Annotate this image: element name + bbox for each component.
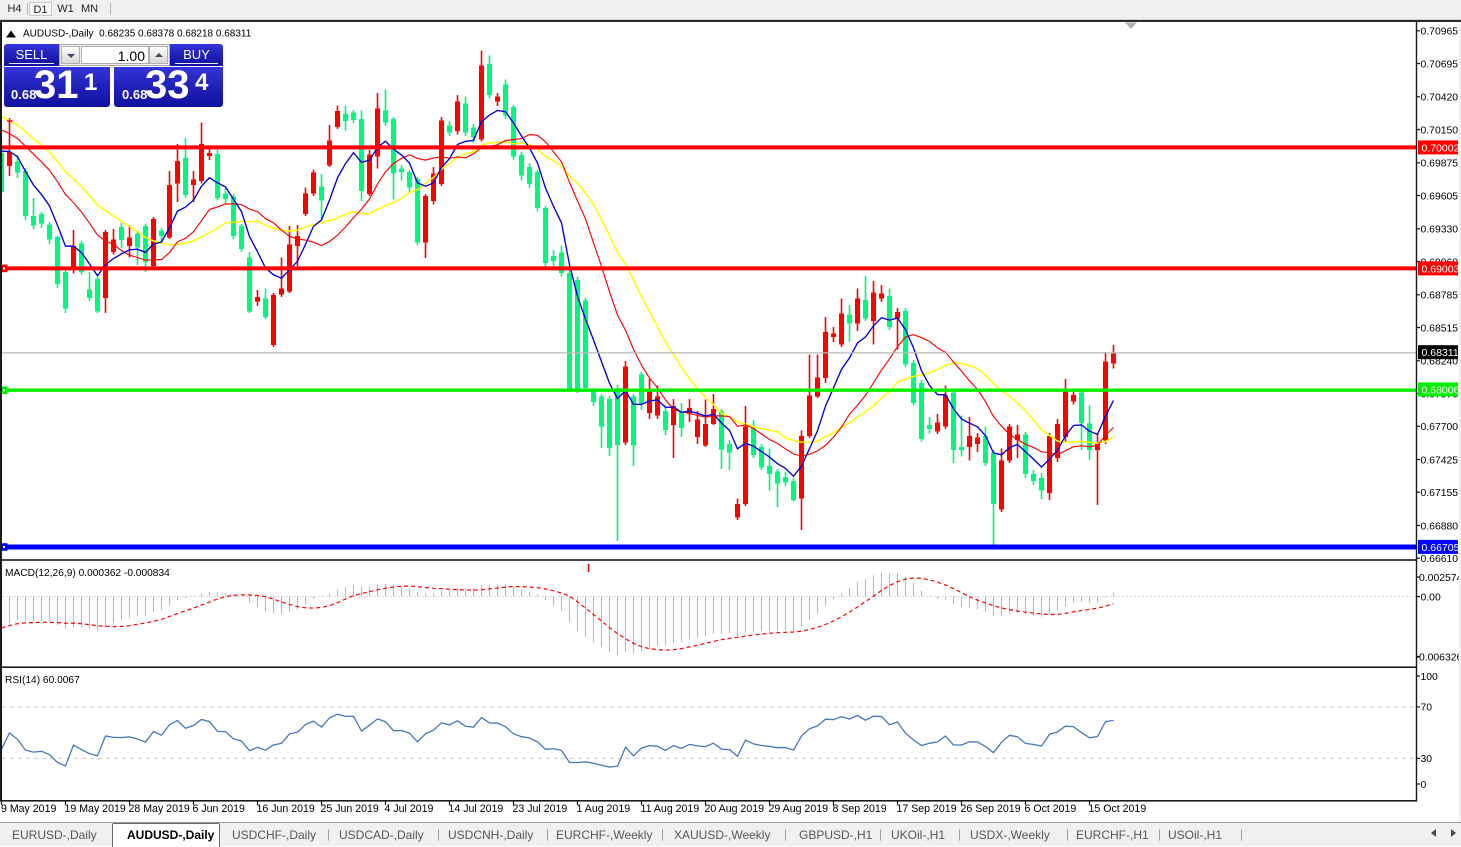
svg-text:26 Sep 2019: 26 Sep 2019 (961, 803, 1021, 815)
svg-text:4 Jul 2019: 4 Jul 2019 (385, 803, 434, 815)
svg-text:0.002574: 0.002574 (1419, 573, 1461, 584)
svg-text:0.67425: 0.67425 (1421, 455, 1459, 466)
svg-text:0.70695: 0.70695 (1421, 59, 1459, 70)
svg-text:0.68006: 0.68006 (1422, 384, 1460, 396)
svg-text:0.70150: 0.70150 (1421, 125, 1459, 136)
svg-text:0.00: 0.00 (1421, 592, 1441, 603)
svg-text:0.69330: 0.69330 (1421, 225, 1459, 236)
svg-text:-0.006326: -0.006326 (1416, 652, 1461, 663)
svg-text:0.69875: 0.69875 (1421, 159, 1459, 170)
svg-text:0.67155: 0.67155 (1421, 488, 1459, 499)
svg-text:1 Aug 2019: 1 Aug 2019 (577, 803, 631, 815)
svg-text:0.68785: 0.68785 (1421, 291, 1459, 302)
svg-text:0: 0 (1421, 780, 1427, 791)
svg-text:MACD(12,26,9) 0.000362 -0.0008: MACD(12,26,9) 0.000362 -0.000834 (5, 568, 170, 579)
svg-text:6 Jun 2019: 6 Jun 2019 (193, 803, 246, 815)
svg-text:16 Jun 2019: 16 Jun 2019 (257, 803, 315, 815)
svg-text:25 Jun 2019: 25 Jun 2019 (321, 803, 379, 815)
svg-text:0.68311: 0.68311 (1422, 347, 1459, 359)
svg-text:15 Oct 2019: 15 Oct 2019 (1089, 803, 1147, 815)
svg-text:0.66705: 0.66705 (1422, 542, 1460, 554)
svg-text:14 Jul 2019: 14 Jul 2019 (449, 803, 504, 815)
svg-text:0.70420: 0.70420 (1421, 93, 1459, 104)
svg-text:19 May 2019: 19 May 2019 (65, 803, 126, 815)
svg-text:9 May 2019: 9 May 2019 (1, 803, 56, 815)
svg-text:AUDUSD-,Daily 0.68235 0.68378: AUDUSD-,Daily 0.68235 0.68378 0.68218 0.… (23, 29, 252, 40)
svg-text:23 Jul 2019: 23 Jul 2019 (513, 803, 568, 815)
svg-text:0.68515: 0.68515 (1421, 323, 1459, 334)
svg-text:0.70002: 0.70002 (1422, 142, 1460, 154)
svg-text:30: 30 (1421, 754, 1433, 765)
svg-text:20 Aug 2019: 20 Aug 2019 (705, 803, 765, 815)
svg-text:0.66610: 0.66610 (1421, 554, 1459, 565)
svg-text:17 Sep 2019: 17 Sep 2019 (897, 803, 957, 815)
svg-text:100: 100 (1421, 672, 1439, 683)
svg-text:0.69003: 0.69003 (1422, 263, 1460, 275)
svg-text:0.69605: 0.69605 (1421, 191, 1459, 202)
svg-text:0.70965: 0.70965 (1421, 27, 1459, 38)
svg-text:0.66880: 0.66880 (1421, 521, 1459, 532)
svg-text:8 Sep 2019: 8 Sep 2019 (833, 803, 887, 815)
svg-text:0.67700: 0.67700 (1421, 422, 1459, 433)
svg-text:28 May 2019: 28 May 2019 (129, 803, 190, 815)
svg-text:6 Oct 2019: 6 Oct 2019 (1025, 803, 1077, 815)
svg-text:11 Aug 2019: 11 Aug 2019 (641, 803, 700, 815)
svg-text:29 Aug 2019: 29 Aug 2019 (769, 803, 829, 815)
svg-text:RSI(14) 60.0067: RSI(14) 60.0067 (5, 675, 80, 686)
svg-text:70: 70 (1421, 703, 1433, 714)
